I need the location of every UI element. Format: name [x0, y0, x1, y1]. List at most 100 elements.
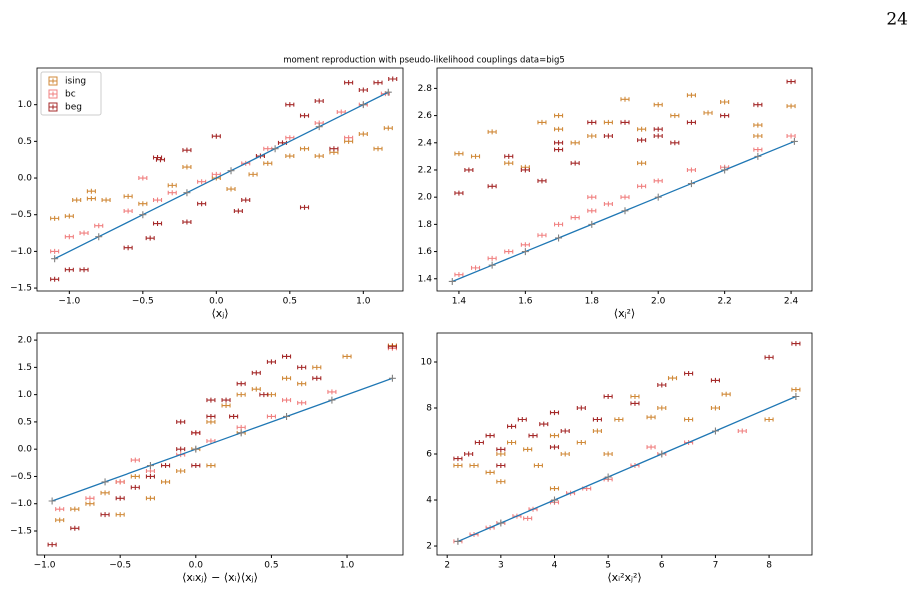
point	[123, 245, 133, 251]
x-tick-label: 6	[659, 561, 665, 571]
point	[488, 261, 496, 269]
point	[237, 429, 245, 437]
point	[587, 194, 597, 200]
point	[687, 180, 695, 188]
y-tick-label: 1.4	[418, 274, 433, 284]
point	[453, 463, 463, 469]
point	[454, 272, 464, 278]
point	[504, 153, 514, 159]
point	[281, 353, 292, 359]
point	[314, 120, 324, 126]
point	[603, 393, 613, 399]
point	[620, 119, 630, 125]
y-tick-label: 10	[421, 357, 433, 367]
point	[152, 154, 163, 160]
point	[454, 190, 464, 196]
point	[138, 201, 148, 207]
point	[454, 151, 464, 157]
point	[314, 153, 324, 159]
point	[454, 537, 462, 545]
point	[570, 160, 580, 166]
plot-frame	[36, 67, 404, 292]
point	[115, 495, 125, 501]
figure-title: moment reproduction with pseudo-likeliho…	[283, 56, 565, 66]
point	[496, 446, 506, 452]
point	[227, 167, 235, 175]
point	[64, 234, 74, 240]
point	[384, 88, 392, 96]
point	[621, 207, 629, 215]
point	[342, 353, 352, 359]
x-tick-label: 0.0	[189, 561, 204, 571]
point	[373, 80, 383, 86]
point	[197, 201, 207, 207]
x-tick-label: 2.4	[784, 297, 799, 307]
point	[263, 146, 273, 152]
point	[485, 433, 495, 439]
point	[155, 157, 166, 163]
point	[123, 208, 133, 214]
point	[50, 248, 60, 254]
point	[554, 147, 564, 153]
point	[115, 512, 125, 518]
point	[100, 490, 110, 496]
point	[637, 160, 647, 166]
point	[554, 221, 564, 227]
point	[285, 135, 295, 141]
point	[211, 133, 221, 139]
point	[507, 423, 517, 429]
point	[658, 450, 666, 458]
x-tick-label: −1.0	[58, 297, 80, 307]
x-tick-label: 1.6	[518, 297, 533, 307]
page-number: 24	[886, 10, 908, 30]
point	[167, 182, 177, 188]
point	[549, 486, 560, 492]
point	[520, 164, 530, 170]
y-tick-label: 2.0	[18, 336, 33, 346]
point	[299, 113, 310, 119]
point	[358, 131, 368, 137]
legend-label: ising	[65, 77, 86, 87]
point	[50, 215, 60, 221]
point	[720, 113, 730, 119]
y-tick-label: 6	[426, 450, 432, 460]
y-tick-label: 1.0	[18, 390, 33, 400]
point	[686, 167, 696, 173]
point	[277, 140, 288, 146]
point	[620, 194, 630, 200]
reference-line	[54, 91, 389, 260]
point	[710, 377, 720, 383]
x-tick-label: 1.4	[452, 297, 467, 307]
legend-label: bc	[65, 90, 76, 100]
x-tick-label: 4	[552, 561, 558, 571]
point	[152, 197, 163, 203]
point	[684, 416, 694, 422]
point	[554, 140, 564, 146]
point	[359, 101, 367, 109]
point	[138, 175, 148, 181]
point	[145, 235, 155, 241]
point	[657, 382, 667, 388]
point	[554, 113, 564, 119]
point	[285, 153, 295, 159]
point	[167, 190, 177, 196]
y-tick-label: 0.0	[18, 445, 33, 455]
y-tick-label: 8	[426, 403, 432, 413]
point	[670, 113, 680, 119]
point	[637, 183, 647, 189]
point	[358, 87, 368, 93]
point	[550, 496, 558, 504]
point	[464, 451, 474, 457]
point	[139, 211, 147, 219]
point	[70, 506, 80, 512]
point	[737, 428, 747, 434]
point	[64, 213, 74, 219]
point	[453, 456, 463, 462]
point	[94, 223, 104, 229]
x-tick-label: 0.5	[283, 297, 297, 307]
point	[630, 400, 640, 406]
point	[229, 413, 239, 419]
point	[285, 102, 295, 108]
point	[753, 102, 763, 108]
point	[496, 479, 506, 485]
